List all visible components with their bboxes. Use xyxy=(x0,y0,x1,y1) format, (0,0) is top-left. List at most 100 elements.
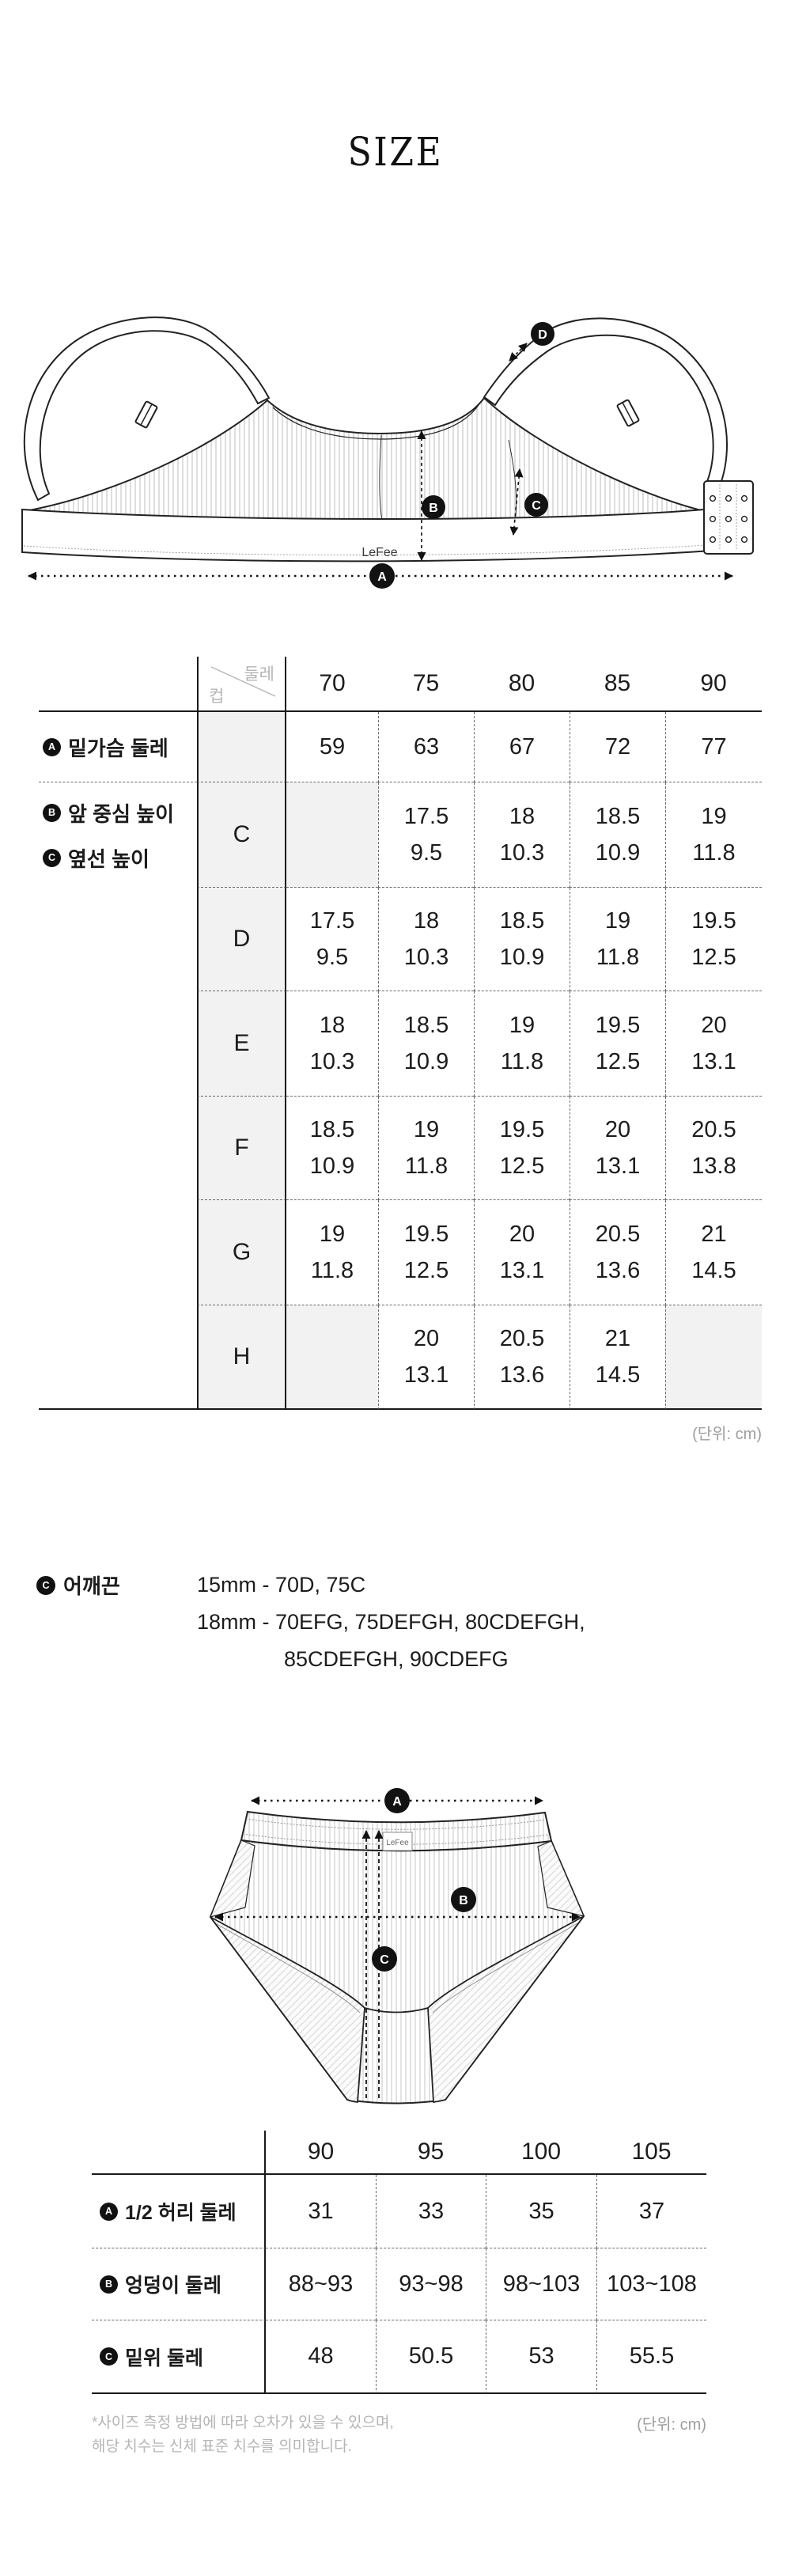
front-center-height-value: 21 xyxy=(604,1326,631,1351)
bra-table-label-spacer xyxy=(39,888,197,991)
side-height-value: 11.8 xyxy=(500,1049,544,1074)
measure-legend: B 앞 중심 높이 C 옆선 높이 xyxy=(39,782,197,888)
marker-c: C xyxy=(524,493,548,517)
crotch-seam xyxy=(364,2007,429,2013)
footnote-line: 해당 치수는 신체 표준 치수를 의미합니다. xyxy=(92,2438,352,2455)
marker-a: A xyxy=(384,1788,410,1813)
side-height-value: 14.5 xyxy=(595,1362,641,1388)
side-height-value: 11.8 xyxy=(692,840,736,866)
bra-table-label-spacer xyxy=(39,1097,197,1200)
side-height-value: 13.6 xyxy=(595,1258,641,1283)
bra-size-column-header: 70 xyxy=(286,657,378,712)
side-height-value: 11.8 xyxy=(404,1154,448,1179)
cup-letter: H xyxy=(197,1305,286,1410)
front-center-height-value: 20.5 xyxy=(691,1117,736,1142)
side-height-value: 12.5 xyxy=(499,1154,545,1179)
side-height-value: 10.9 xyxy=(403,1049,449,1074)
bra-size-cell: 18.5 10.9 xyxy=(286,1097,378,1200)
hip-value: 88~93 xyxy=(266,2248,376,2320)
front-center-height-value: 19.5 xyxy=(499,1117,545,1142)
marker-d: D xyxy=(531,322,554,346)
bra-size-cell: 18 10.3 xyxy=(286,991,378,1097)
front-center-height-value: 19.5 xyxy=(595,1013,641,1038)
panty-size-column-header: 95 xyxy=(376,2131,486,2175)
shoulder-strap-label: 어깨끈 xyxy=(63,1574,120,1598)
rise-value: 50.5 xyxy=(376,2320,486,2394)
underbust-label-text: 밑가슴 둘레 xyxy=(68,736,168,760)
front-center-height-value: 19.5 xyxy=(403,1222,449,1247)
marker-b: B xyxy=(100,2275,118,2294)
svg-text:D: D xyxy=(538,328,547,342)
panty-size-column-header: 100 xyxy=(486,2131,596,2175)
page-title: SIZE xyxy=(347,129,444,175)
underbust-value: 63 xyxy=(378,712,474,782)
marker-c: C xyxy=(100,2347,118,2366)
side-height-value: 13.6 xyxy=(499,1362,545,1388)
waist-value: 35 xyxy=(486,2175,596,2248)
legend-label: 앞 중심 높이 xyxy=(68,801,175,826)
side-height-value: 9.5 xyxy=(410,840,443,866)
bra-table-label-spacer xyxy=(39,1200,197,1305)
hip-value: 93~98 xyxy=(376,2248,486,2320)
strap-spec-line: 15mm - 70D, 75C xyxy=(197,1573,366,1597)
waist-value: 37 xyxy=(596,2175,706,2248)
underbust-value: 77 xyxy=(665,712,762,782)
front-center-height-value: 20 xyxy=(413,1326,440,1351)
bra-table-header-spacer xyxy=(39,657,197,712)
front-center-height-value: 21 xyxy=(701,1222,727,1247)
rise-value: 53 xyxy=(486,2320,596,2394)
marker-a: A xyxy=(100,2202,118,2221)
front-center-height-value: 18 xyxy=(509,804,536,829)
front-center-height-value: 20.5 xyxy=(499,1326,545,1351)
left-strap-adjuster xyxy=(134,400,158,429)
front-center-height-value: 19 xyxy=(509,1013,536,1038)
bra-size-cell: 17.5 9.5 xyxy=(286,888,378,991)
front-center-height-value: 19.5 xyxy=(691,908,736,934)
right-leg-trim xyxy=(432,1923,578,2013)
waist-row-label: A 1/2 허리 둘레 xyxy=(92,2175,266,2248)
side-height-value: 12.5 xyxy=(403,1258,449,1283)
marker-b: B xyxy=(422,495,445,519)
bra-size-cell: 20 13.1 xyxy=(665,991,762,1097)
svg-text:B: B xyxy=(459,1894,468,1907)
front-center-height-value: 19 xyxy=(701,804,727,829)
left-leg-trim xyxy=(216,1923,361,2013)
side-height-value: 11.8 xyxy=(596,945,640,970)
center-seam xyxy=(379,434,383,523)
waist-value: 33 xyxy=(376,2175,486,2248)
front-center-height-value: 20 xyxy=(604,1117,631,1142)
side-height-value: 10.9 xyxy=(499,945,545,970)
marker-c: C xyxy=(36,1575,55,1595)
corner-diagonal xyxy=(210,666,276,697)
bra-size-cell: 19.5 12.5 xyxy=(570,991,665,1097)
hip-value: 103~108 xyxy=(596,2248,706,2320)
brand-label: LeFee xyxy=(361,546,397,559)
front-center-height-value: 17.5 xyxy=(403,804,449,829)
side-height-value: 10.9 xyxy=(309,1154,355,1179)
bra-size-table: 둘레 컵 70 75 80 85 90 A 밑가슴 둘레 59 63 67 72… xyxy=(39,657,762,1410)
legend-label: 옆선 높이 xyxy=(68,847,149,871)
front-center-height-value: 20 xyxy=(509,1222,536,1247)
rise-row-label: C 밑위 둘레 xyxy=(92,2320,266,2394)
bra-size-cell: 19 11.8 xyxy=(570,888,665,991)
bra-size-cell: 20.5 13.6 xyxy=(570,1200,665,1305)
bra-size-cell: 18 10.3 xyxy=(474,782,570,888)
front-center-height-value: 18.5 xyxy=(403,1013,449,1038)
legend-line: B 앞 중심 높이 xyxy=(43,798,174,828)
marker-b: B xyxy=(43,803,61,822)
panty-table-unit-note: (단위: cm) xyxy=(637,2416,706,2434)
bra-size-cell: 19.5 12.5 xyxy=(665,888,762,991)
underbust-row-label: A 밑가슴 둘레 xyxy=(39,712,197,782)
marker-c: C xyxy=(372,1946,397,1972)
side-height-value: 10.3 xyxy=(403,945,449,970)
neckline-trim xyxy=(272,404,479,440)
panty-size-table: 90 95 100 105 A 1/2 허리 둘레 31 33 35 37 B … xyxy=(92,2131,706,2394)
bra-size-cell: 20 13.1 xyxy=(378,1305,474,1410)
cup-letter: E xyxy=(197,991,286,1097)
rise-value: 55.5 xyxy=(596,2320,706,2394)
side-height-value: 13.8 xyxy=(691,1154,736,1179)
panty-size-column-header: 105 xyxy=(596,2131,706,2175)
bra-size-cell: 21 14.5 xyxy=(570,1305,665,1410)
front-center-height-value: 19 xyxy=(604,908,631,934)
cup-letter: F xyxy=(197,1097,286,1200)
